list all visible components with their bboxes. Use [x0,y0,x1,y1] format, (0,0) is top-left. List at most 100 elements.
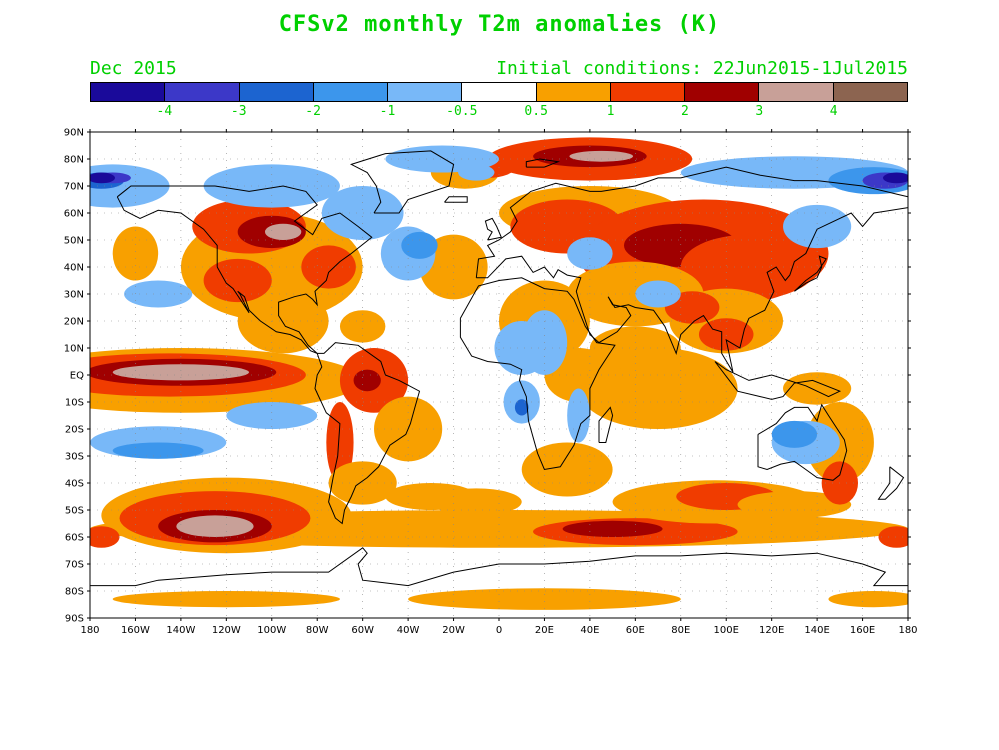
lat-label: EQ [70,371,84,382]
axis-ticks [87,129,911,621]
lat-label: 90S [65,614,84,625]
colorbar-label: 3 [755,104,764,119]
anomaly-blob [828,591,908,608]
colorbar-box [165,83,240,101]
lat-label: 10N [64,344,84,355]
coastline-north-america [116,185,373,354]
anomaly-blob [112,364,250,381]
anomaly-blob [771,420,818,448]
anomaly-blob [339,310,386,343]
colorbar-box [239,83,314,101]
anomaly-blob [562,520,663,538]
anomaly-blob [112,591,340,608]
coastline-australia [757,403,848,481]
anomaly-blob [419,234,488,300]
lat-label: 10S [65,398,84,409]
colorbar-label: 0.5 [524,104,548,119]
lon-label: 20E [535,625,554,636]
lat-label: 20N [64,317,84,328]
colorbar-label: -1 [379,104,396,119]
anomaly-blob [226,402,318,429]
lon-label: 0 [496,625,502,636]
coastline-eurasia [475,166,908,373]
colorbar-box [685,83,760,101]
lon-label: 20W [442,625,465,636]
anomaly-blob [578,348,738,429]
anomaly-blob [783,372,852,405]
chart-title: CFSv2 monthly T2m anomalies (K) [278,12,721,37]
anomaly-blob [353,369,381,392]
longitude-labels: 180 160W 140W 120W 100W 80W 60W 40W 20W 0 20E 40E 60… [80,625,917,636]
colorbar-label: 2 [680,104,689,119]
lat-label: 60N [64,209,84,220]
lon-label: 60W [351,625,374,636]
anomaly-blob [90,172,115,184]
lon-label: 40E [580,625,599,636]
coastlines [90,150,908,587]
colorbar-labels: -4 -3 -2 -1 -0.5 0.5 1 2 3 4 [90,104,908,122]
anomaly-blob [783,204,852,249]
colorbar-box [91,83,166,101]
lon-label: 120W [212,625,241,636]
lon-label: 100W [257,625,286,636]
colorbar-label: -2 [305,104,321,119]
lat-label: 60S [65,533,84,544]
lon-label: 120E [759,625,784,636]
colorbar-box [610,83,686,101]
lat-label: 30S [65,452,84,463]
anomaly-blob [408,588,681,610]
lon-label: 80W [306,625,329,636]
colorbar [90,82,908,102]
anomaly-blob [176,515,254,537]
anomaly-blob [321,186,404,240]
lon-label: 180 [898,625,917,636]
anomaly-blob [805,402,874,483]
forecast-month: Dec 2015 [90,58,177,79]
anomaly-blob [112,442,204,459]
lat-label: 50N [64,236,84,247]
coastline-south-america [314,342,421,525]
lat-label: 90N [64,128,84,139]
coastline-svalbard [525,158,561,168]
lon-label: 160E [850,625,875,636]
anomaly-blob [401,231,438,259]
anomaly-blob [589,326,681,370]
colorbar-box [388,83,463,101]
anomaly-blob [458,164,495,181]
colorbar-label: -4 [156,104,173,119]
lon-label: 100E [714,625,739,636]
colorbar-label: -3 [230,104,247,119]
anomaly-blob [203,258,272,303]
anomaly-blob [124,280,193,308]
coastline-antarctica [90,547,908,587]
coastline-africa [459,277,616,471]
anomaly-blob [430,488,522,516]
colorbar-label: -0.5 [446,104,478,119]
lon-label: 140W [166,625,195,636]
colorbar-box [833,83,907,101]
lon-label: 140E [804,625,829,636]
anomaly-blob [883,172,908,184]
lon-label: 80E [671,625,690,636]
anomaly-fields [90,137,908,610]
anomaly-blob [698,318,754,351]
anomaly-blob [567,237,613,270]
anomaly-blob [328,461,397,505]
lat-label: 30N [64,290,84,301]
coastline-madagascar [598,406,614,443]
colorbar-label: 1 [606,104,615,119]
anomaly-blob [737,491,852,519]
lat-label: 50S [65,506,84,517]
anomaly-blob [264,223,302,240]
coastline-british-isles [484,217,503,241]
latitude-labels: 90N 80N 70N 60N 50N 40N 30N 20N 10N EQ 10S 20S 30S 40… [64,128,84,625]
anomaly-blob [326,402,354,483]
anomaly-blob [567,388,590,443]
coastline-iceland [444,196,468,203]
anomaly-blob [521,442,613,497]
coastline-indonesia [714,361,842,400]
colorbar-box [313,83,389,101]
lat-label: 20S [65,425,84,436]
lon-label: 180 [80,625,99,636]
lat-label: 80N [64,155,84,166]
